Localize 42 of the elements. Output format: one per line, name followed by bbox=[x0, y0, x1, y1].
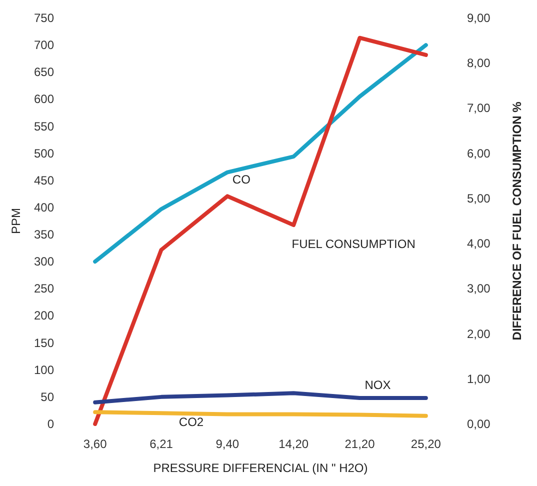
y-tick-label: 450 bbox=[34, 173, 54, 188]
series-label: FUEL CONSUMPTION bbox=[292, 237, 416, 252]
y-tick-label: 0 bbox=[47, 417, 54, 431]
y2-tick-label: 8,00 bbox=[467, 56, 491, 70]
series-label: NOX bbox=[364, 378, 391, 392]
y2-tick-label: 0,00 bbox=[467, 417, 491, 431]
y-tick-label: 200 bbox=[34, 308, 54, 323]
y-tick-label: 100 bbox=[34, 362, 54, 377]
y2-axis-title: DIFFERENCE OF FUEL CONSUMPTION % bbox=[510, 101, 524, 340]
series-label: CO bbox=[232, 172, 250, 186]
y2-tick-label: 7,00 bbox=[467, 101, 491, 116]
y-tick-label: 700 bbox=[34, 38, 54, 52]
x-axis-title: PRESSURE DIFFERENCIAL (IN " H2O) bbox=[153, 461, 368, 475]
y-tick-label: 50 bbox=[40, 390, 54, 404]
y-tick-label: 300 bbox=[34, 254, 54, 269]
y-tick-label: 600 bbox=[34, 92, 54, 106]
x-tick-label: 21,20 bbox=[344, 437, 376, 451]
x-tick-label: 6,21 bbox=[150, 437, 174, 451]
y2-tick-label: 1,00 bbox=[467, 372, 491, 386]
x-tick-label: 25,20 bbox=[410, 437, 442, 451]
y2-tick-label: 6,00 bbox=[467, 146, 491, 160]
line-series bbox=[93, 36, 428, 426]
y-tick-label: 550 bbox=[34, 119, 54, 134]
y-tick-label: 650 bbox=[34, 65, 54, 80]
series-label: CO2 bbox=[178, 415, 204, 430]
line-series bbox=[93, 43, 428, 264]
y-tick-label: 750 bbox=[34, 11, 54, 25]
y-tick-label: 150 bbox=[34, 336, 54, 350]
y2-tick-label: 2,00 bbox=[467, 326, 491, 341]
y2-tick-label: 4,00 bbox=[467, 236, 491, 251]
y-tick-label: 250 bbox=[34, 282, 54, 296]
x-tick-label: 9,40 bbox=[216, 437, 240, 451]
y2-tick-label: 3,00 bbox=[467, 282, 491, 296]
y-tick-label: 400 bbox=[34, 200, 54, 214]
y2-tick-label: 5,00 bbox=[467, 191, 491, 206]
line-series bbox=[93, 391, 428, 404]
y-tick-label: 350 bbox=[34, 228, 54, 242]
x-tick-label: 14,20 bbox=[278, 437, 309, 451]
y-axis-title: PPM bbox=[9, 208, 23, 234]
y2-tick-label: 9,00 bbox=[467, 11, 491, 25]
y-tick-label: 500 bbox=[34, 146, 54, 160]
x-tick-label: 3,60 bbox=[83, 437, 108, 451]
